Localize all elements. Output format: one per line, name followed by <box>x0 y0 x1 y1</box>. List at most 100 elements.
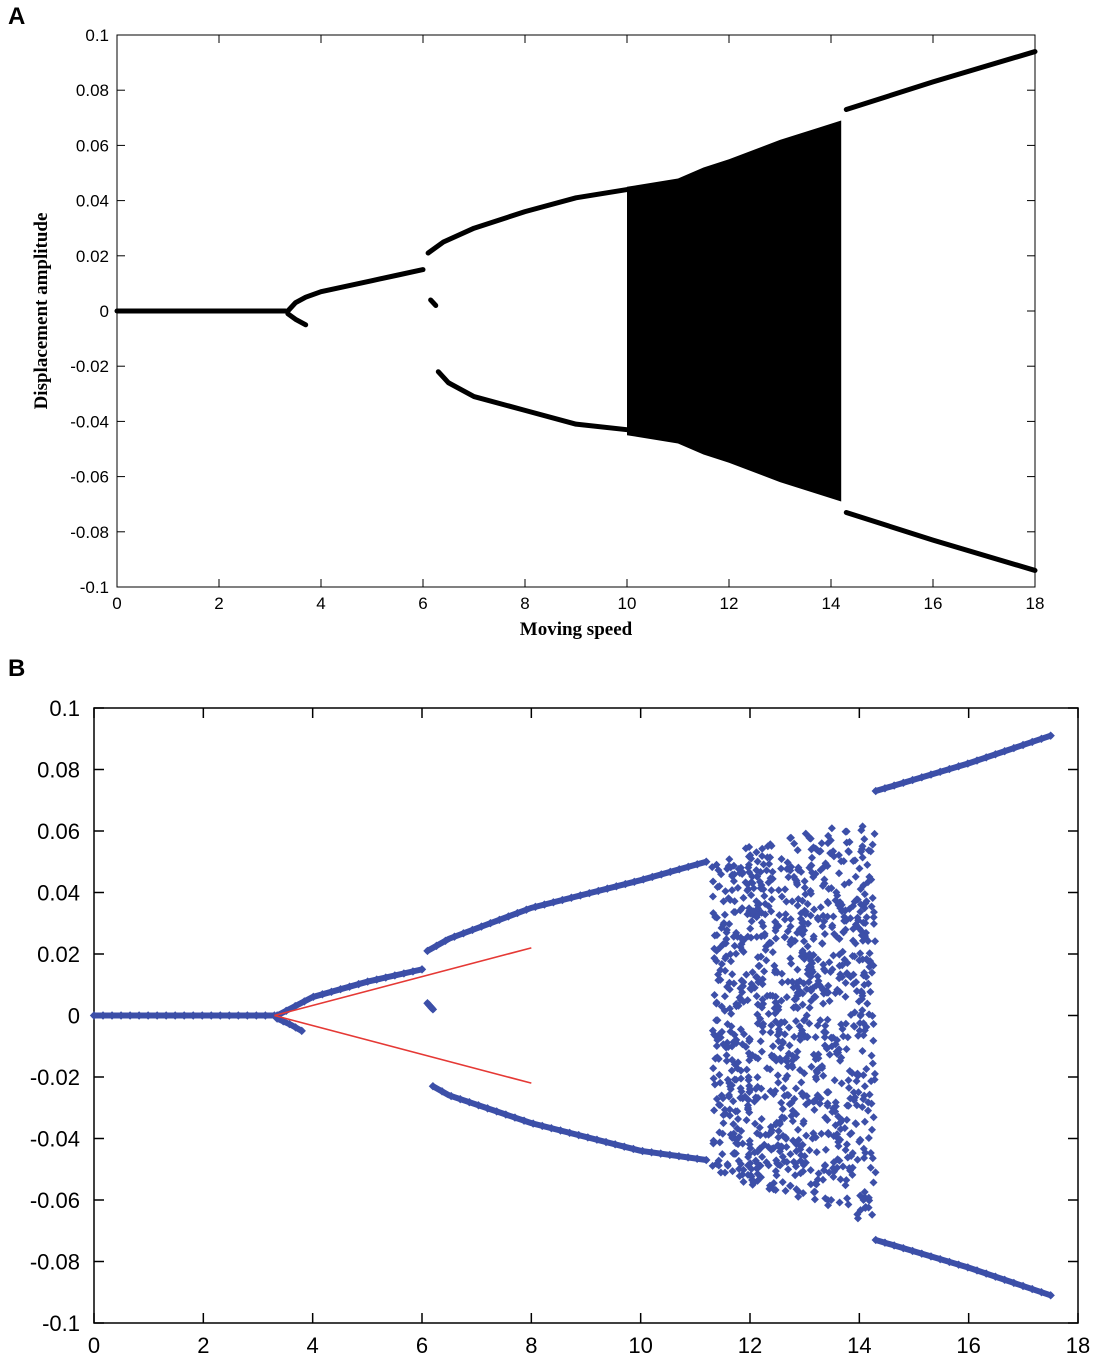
chaos-marker <box>812 1066 821 1075</box>
chaos-marker <box>864 937 873 946</box>
chaos-marker <box>729 1133 738 1142</box>
y-tick-label: 0.04 <box>37 881 80 906</box>
series-branch-3-lower <box>843 509 1038 573</box>
branch-marker <box>519 1116 529 1125</box>
branch-marker <box>574 1130 583 1140</box>
chaos-marker <box>783 977 792 986</box>
chaos-marker <box>851 1119 860 1128</box>
chaos-marker <box>844 1076 853 1085</box>
chaos-marker <box>862 913 871 922</box>
chaos-marker <box>858 1046 867 1055</box>
branch-marker <box>945 1257 954 1267</box>
chaos-marker <box>846 914 855 923</box>
x-tick-label: 2 <box>214 594 223 613</box>
branch-curve <box>843 49 1038 113</box>
chaos-marker <box>859 1095 868 1104</box>
chaos-marker <box>786 1150 795 1159</box>
chaos-marker <box>843 1101 852 1110</box>
x-tick-label: 0 <box>112 594 121 613</box>
chaos-marker <box>799 1167 808 1176</box>
chaos-marker <box>821 859 830 868</box>
chaos-marker <box>752 992 761 1001</box>
chaos-marker <box>786 833 795 842</box>
chaos-marker <box>796 1031 805 1040</box>
chaos-marker <box>866 847 875 856</box>
y-tick-label: 0.1 <box>85 26 109 45</box>
chaos-marker <box>719 1040 728 1049</box>
chaos-marker <box>869 908 878 917</box>
chaos-marker <box>716 1101 725 1110</box>
chaos-marker <box>825 1050 834 1059</box>
chaos-marker <box>868 893 877 902</box>
chaos-marker <box>870 829 879 838</box>
chaos-marker <box>780 1018 789 1027</box>
chaos-marker <box>830 930 839 939</box>
chaos-marker <box>739 947 748 956</box>
chaos-marker <box>818 1175 827 1184</box>
branch-marker <box>459 929 468 938</box>
chaos-marker <box>746 1159 755 1168</box>
chaos-marker <box>833 1163 842 1172</box>
chaos-marker <box>756 1014 765 1023</box>
chaos-marker <box>828 921 837 930</box>
chaos-marker <box>734 1133 743 1142</box>
chaos-marker <box>793 846 802 855</box>
chaos-marker <box>819 999 828 1008</box>
branch-marker <box>336 985 345 994</box>
chaos-marker <box>800 883 809 892</box>
chaos-marker <box>711 913 720 922</box>
branch-curve <box>435 369 630 433</box>
branch-marker <box>528 1119 538 1128</box>
chaos-marker <box>777 892 786 901</box>
branch-marker <box>684 862 693 872</box>
chaos-marker <box>786 1181 795 1190</box>
chaos-marker <box>734 1058 743 1067</box>
chaos-marker <box>837 907 846 916</box>
chaos-marker <box>747 878 756 887</box>
chaos-marker <box>721 954 730 963</box>
chaos-marker <box>819 1071 828 1080</box>
chaos-marker <box>857 931 866 940</box>
chaos-marker <box>813 955 822 964</box>
x-tick-label: 10 <box>628 1333 652 1358</box>
x-tick-label: 6 <box>418 594 427 613</box>
chaos-marker <box>766 1028 775 1037</box>
chaos-marker <box>732 999 741 1008</box>
series-branch-2-lower <box>435 369 630 433</box>
chaos-marker <box>864 956 873 965</box>
chaos-marker <box>757 1047 766 1056</box>
branch-marker <box>363 977 372 986</box>
chaos-marker <box>843 1194 852 1203</box>
chaos-marker <box>731 908 740 917</box>
branch-marker <box>107 1011 117 1020</box>
chaos-marker <box>712 1016 721 1025</box>
branch-marker <box>1000 1275 1009 1284</box>
chaos-marker <box>824 988 833 997</box>
chaos-marker <box>755 899 764 908</box>
branch-marker <box>972 756 982 765</box>
branch-marker <box>474 1101 483 1110</box>
chaos-marker <box>848 952 857 961</box>
chaos-marker <box>726 950 735 959</box>
branch-marker <box>513 908 522 918</box>
chaos-marker <box>827 824 836 833</box>
branch-marker <box>917 1249 926 1258</box>
chaos-marker <box>838 947 847 956</box>
branch-marker <box>285 1019 294 1029</box>
branch-marker <box>594 886 603 896</box>
chaos-marker <box>782 1143 791 1152</box>
chaos-marker <box>865 1196 874 1205</box>
chaos-marker <box>726 863 735 872</box>
chaos-marker <box>800 926 809 935</box>
chaos-marker <box>770 1052 779 1061</box>
chaos-marker <box>746 851 755 860</box>
chaos-marker <box>797 1151 806 1160</box>
chaos-marker <box>868 1154 877 1163</box>
chaos-marker <box>745 868 754 877</box>
chaos-marker <box>738 1139 747 1148</box>
chaos-marker <box>823 1088 832 1097</box>
chaos-marker <box>771 1009 780 1018</box>
chaos-marker <box>769 1179 778 1188</box>
chaos-marker <box>756 1037 765 1046</box>
branch-marker <box>291 1001 300 1011</box>
